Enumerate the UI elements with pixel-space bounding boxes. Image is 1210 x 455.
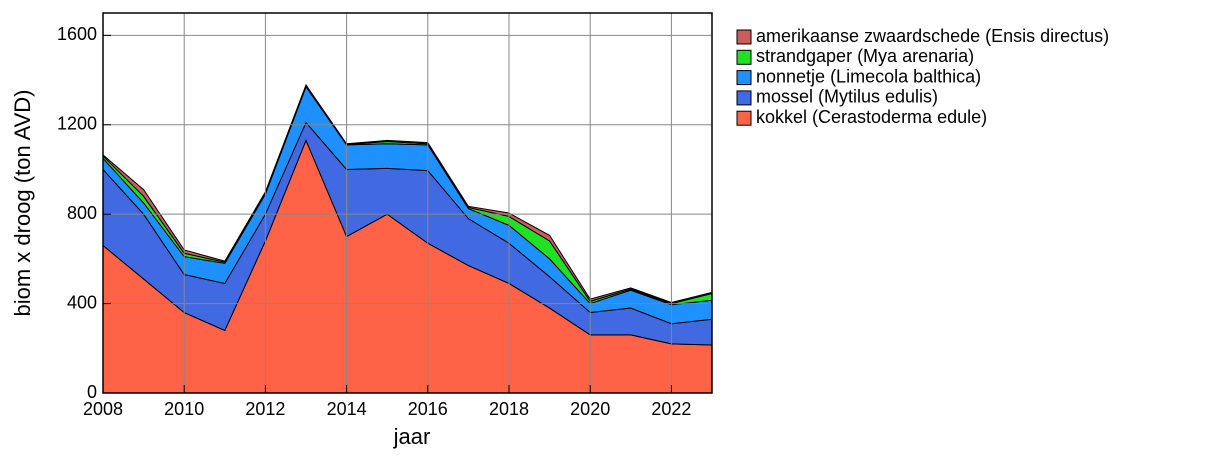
legend-swatch [736,90,752,106]
legend-swatch [736,70,752,86]
plot-frame [102,12,713,394]
legend-swatch [736,49,752,65]
y-tick-label: 1600 [57,24,97,44]
y-tick-label: 1200 [57,114,97,134]
x-tick-label: 2018 [489,399,529,419]
y-axis-label: biom x droog (ton AVD) [10,89,35,316]
legend-label: amerikaanse zwaardschede (Ensis directus… [756,26,1109,46]
x-tick-label: 2010 [164,399,204,419]
legend-swatch [736,29,752,45]
y-tick-label: 0 [87,382,97,402]
x-tick-label: 2022 [651,399,691,419]
legend-swatch [736,110,752,126]
legend-label: strandgaper (Mya arenaria) [756,46,974,66]
y-tick-label: 800 [67,203,97,223]
y-tick-label: 400 [67,292,97,312]
x-tick-label: 2012 [245,399,285,419]
x-tick-label: 2008 [83,399,123,419]
legend-label: kokkel (Cerastoderma edule) [756,107,987,127]
x-axis-label: jaar [393,424,431,449]
x-tick-label: 2020 [570,399,610,419]
legend-label: mossel (Mytilus edulis) [756,87,938,107]
legend-label: nonnetje (Limecola balthica) [756,66,981,86]
x-tick-label: 2014 [327,399,367,419]
x-tick-label: 2016 [408,399,448,419]
